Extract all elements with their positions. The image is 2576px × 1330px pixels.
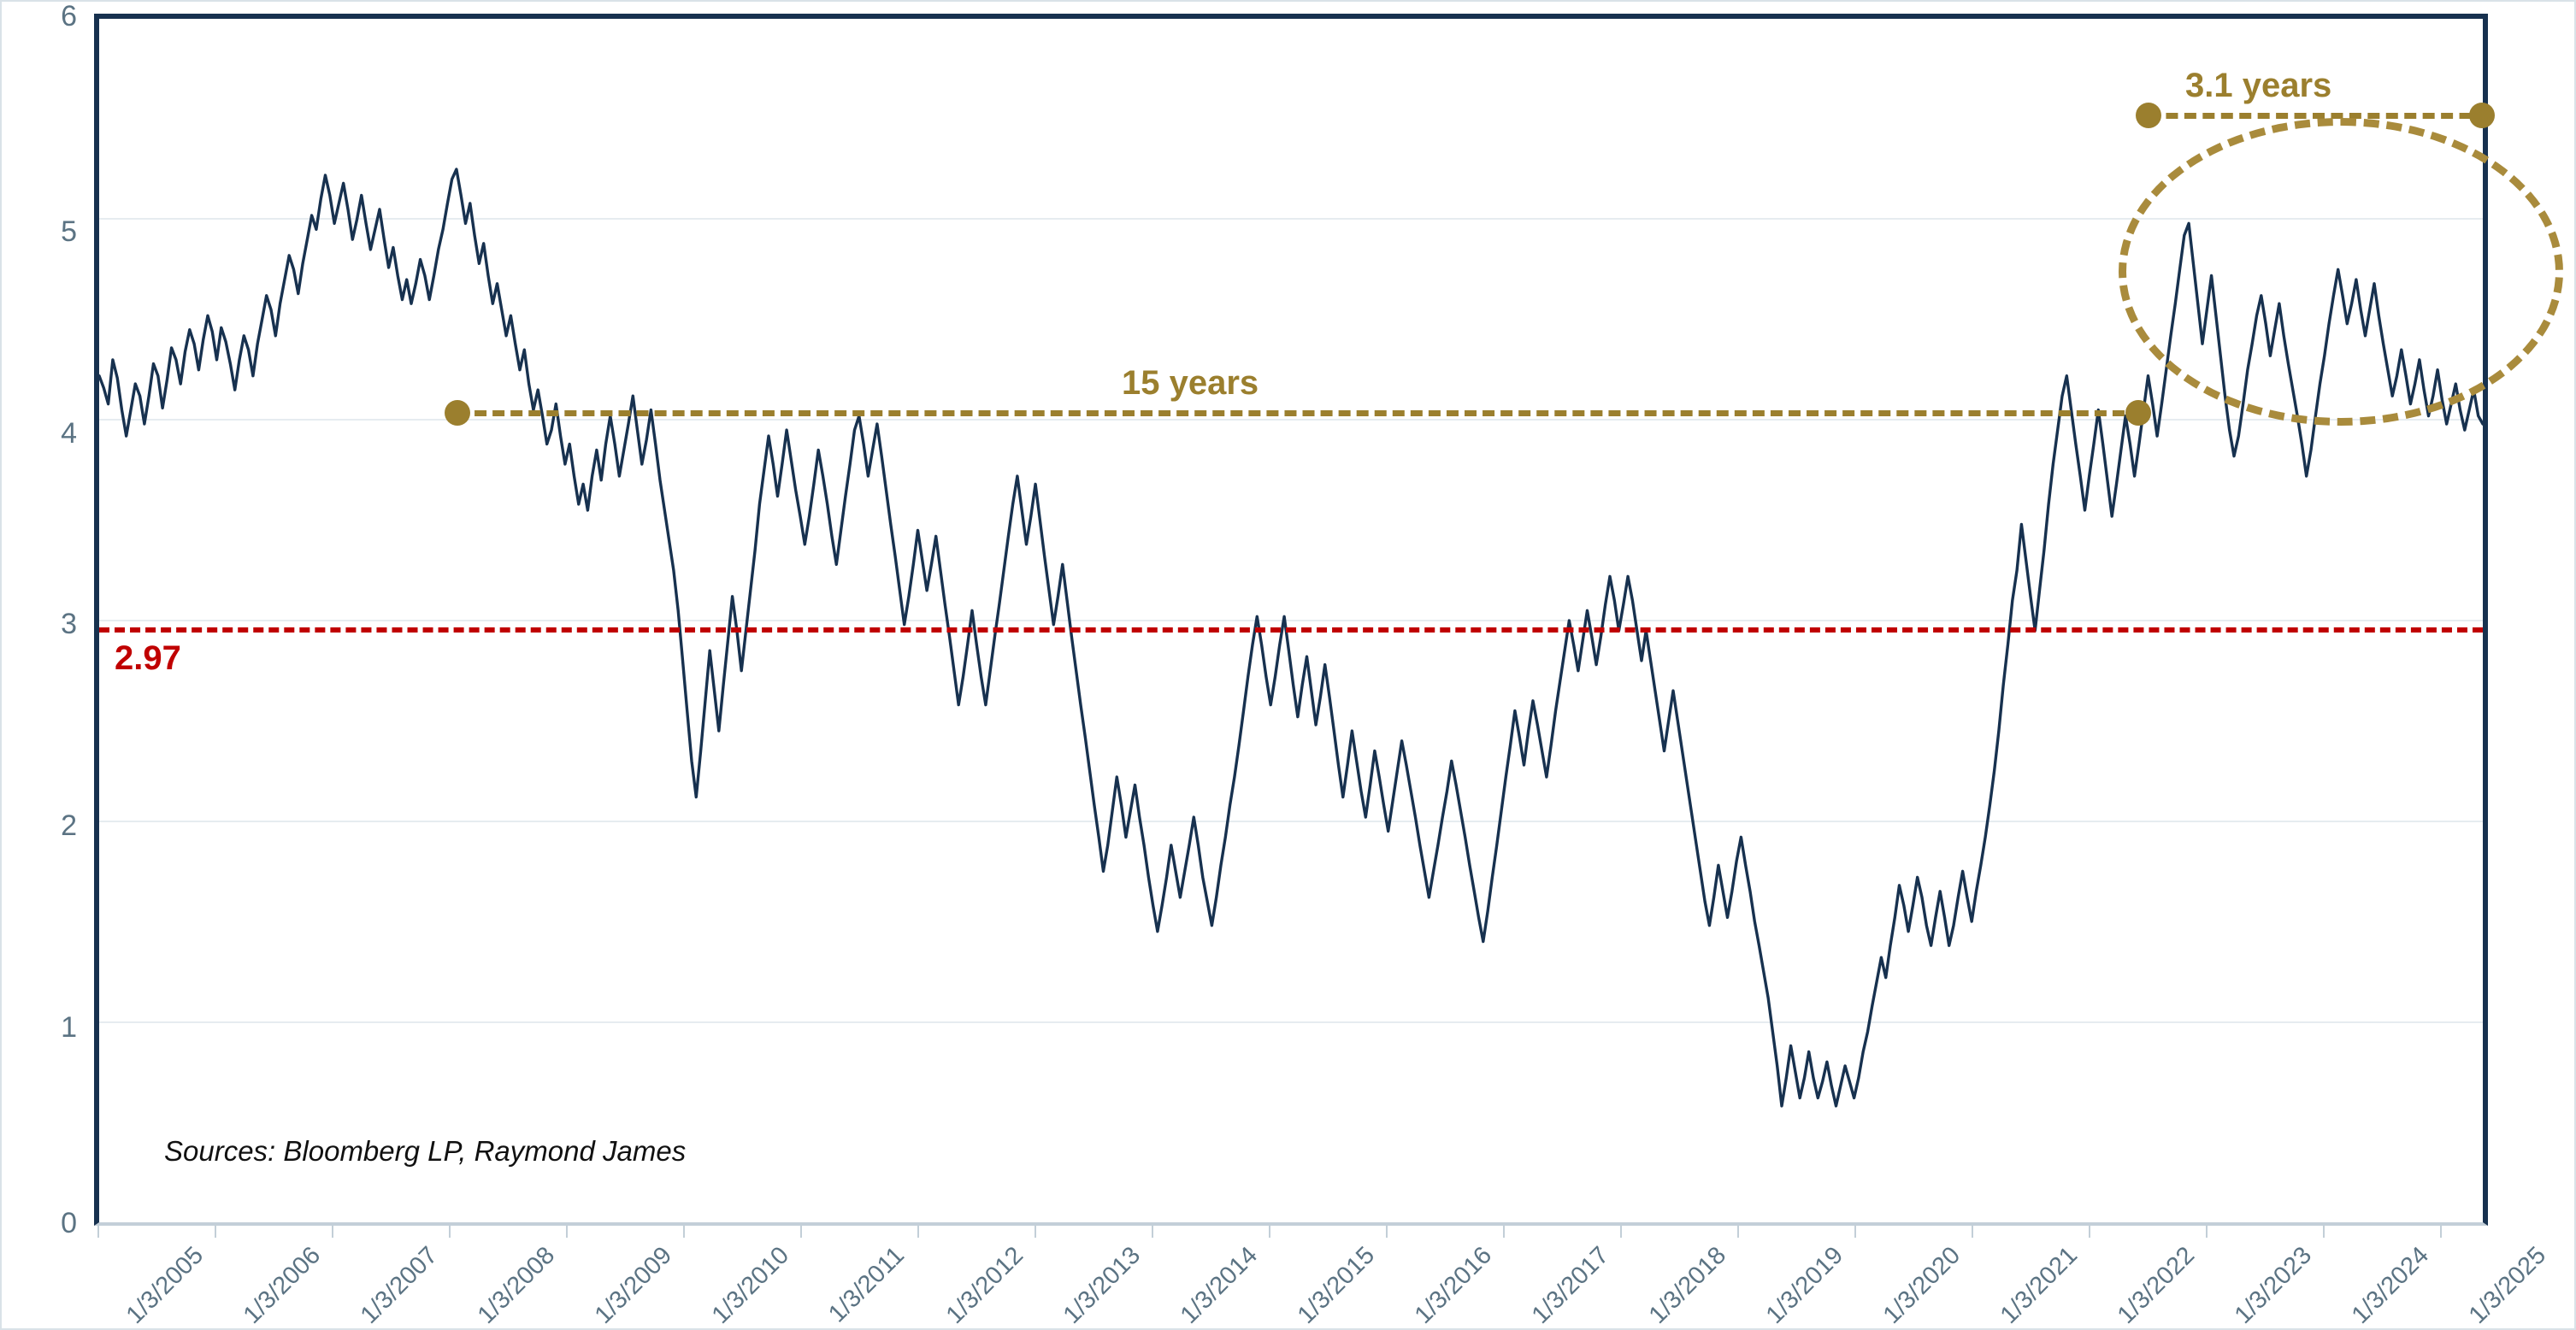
x-axis-tick-1-3-2018 [1620, 1226, 1623, 1238]
reference-line-2-97 [99, 627, 2483, 633]
x-axis-tick-1-3-2005 [97, 1226, 99, 1238]
x-axis-label-1-3-2013: 1/3/2013 [1058, 1241, 1147, 1330]
annotation-dot-15-years-right [2125, 400, 2151, 426]
annotation-line-15-years [457, 410, 2143, 416]
y-axis-label-1: 1 [61, 1011, 77, 1044]
x-axis-label-1-3-2024: 1/3/2024 [2346, 1241, 2435, 1330]
gridline-2 [99, 821, 2483, 822]
x-axis-tick-1-3-2009 [566, 1226, 568, 1238]
x-axis-label-1-3-2012: 1/3/2012 [940, 1241, 1029, 1330]
x-axis-tick-1-3-2010 [683, 1226, 685, 1238]
x-axis-tick-1-3-2025 [2440, 1226, 2443, 1238]
plot-area: 2.97 15 years 3.1 years Sources: Bloombe… [94, 14, 2563, 1226]
x-axis-label-1-3-2008: 1/3/2008 [472, 1241, 561, 1330]
x-axis-label-1-3-2020: 1/3/2020 [1877, 1241, 1966, 1330]
x-axis-tick-1-3-2024 [2323, 1226, 2325, 1238]
annotation-dot-3-1-years-right [2469, 103, 2495, 128]
reference-line-label-2-97: 2.97 [115, 639, 181, 677]
annotation-label-3-1-years: 3.1 years [2185, 67, 2332, 104]
x-axis-tick-1-3-2015 [1269, 1226, 1271, 1238]
x-axis-tick-1-3-2019 [1737, 1226, 1740, 1238]
x-axis-tick-1-3-2020 [1854, 1226, 1857, 1238]
x-axis-label-1-3-2018: 1/3/2018 [1643, 1241, 1732, 1330]
x-axis-tick-1-3-2016 [1386, 1226, 1388, 1238]
x-axis-tick-1-3-2008 [449, 1226, 451, 1238]
x-axis-label-1-3-2014: 1/3/2014 [1175, 1241, 1264, 1330]
x-axis-tick-1-3-2007 [332, 1226, 333, 1238]
x-axis-label-1-3-2005: 1/3/2005 [121, 1241, 209, 1330]
x-axis-label-1-3-2009: 1/3/2009 [589, 1241, 678, 1330]
x-axis-tick-1-3-2017 [1503, 1226, 1506, 1238]
x-axis-label-1-3-2021: 1/3/2021 [1995, 1241, 2084, 1330]
plot-inner: 2.97 15 years 3.1 years Sources: Bloombe… [99, 19, 2563, 1222]
x-axis-label-1-3-2017: 1/3/2017 [1526, 1241, 1615, 1330]
x-axis-tick-1-3-2012 [917, 1226, 920, 1238]
x-axis-tick-1-3-2013 [1035, 1226, 1037, 1238]
x-axis-label-1-3-2025: 1/3/2025 [2463, 1241, 2552, 1330]
x-axis-label-1-3-2007: 1/3/2007 [355, 1241, 444, 1330]
x-axis-label-1-3-2015: 1/3/2015 [1292, 1241, 1381, 1330]
y-axis-label-4: 4 [61, 417, 77, 450]
series-line-us-10y [99, 168, 2483, 1108]
annotation-dot-15-years-left [445, 400, 470, 426]
annotation-label-15-years: 15 years [1122, 364, 1259, 402]
y-axis-label-3: 3 [61, 608, 77, 640]
annotation-dot-3-1-years-left [2136, 103, 2161, 128]
x-axis-tick-1-3-2021 [1972, 1226, 1974, 1238]
x-axis-label-1-3-2016: 1/3/2016 [1409, 1241, 1498, 1330]
gridline-1 [99, 1021, 2483, 1023]
highlight-ellipse [2119, 118, 2563, 426]
gridline-4 [99, 419, 2483, 421]
y-axis-label-0: 0 [61, 1207, 77, 1239]
x-axis-tick-1-3-2014 [1152, 1226, 1154, 1238]
source-note: Sources: Bloomberg LP, Raymond James [164, 1135, 687, 1167]
x-axis-label-1-3-2010: 1/3/2010 [706, 1241, 795, 1330]
annotation-line-3-1-years [2148, 113, 2490, 119]
x-axis-tick-1-3-2006 [215, 1226, 216, 1238]
x-axis-tick-1-3-2023 [2206, 1226, 2208, 1238]
x-axis-tick-1-3-2022 [2089, 1226, 2091, 1238]
gridline-5 [99, 218, 2483, 220]
y-axis-label-2: 2 [61, 809, 77, 842]
y-axis-label-6: 6 [61, 0, 77, 32]
x-axis-label-1-3-2011: 1/3/2011 [823, 1241, 910, 1328]
x-axis-label-1-3-2019: 1/3/2019 [1760, 1241, 1849, 1330]
y-axis-label-5: 5 [61, 215, 77, 248]
x-axis-tick-1-3-2011 [800, 1226, 802, 1238]
x-axis-label-1-3-2022: 1/3/2022 [2112, 1241, 2201, 1330]
x-axis-label-1-3-2023: 1/3/2023 [2229, 1241, 2318, 1330]
gridline-3 [99, 620, 2483, 621]
x-axis-label-1-3-2006: 1/3/2006 [238, 1241, 327, 1330]
